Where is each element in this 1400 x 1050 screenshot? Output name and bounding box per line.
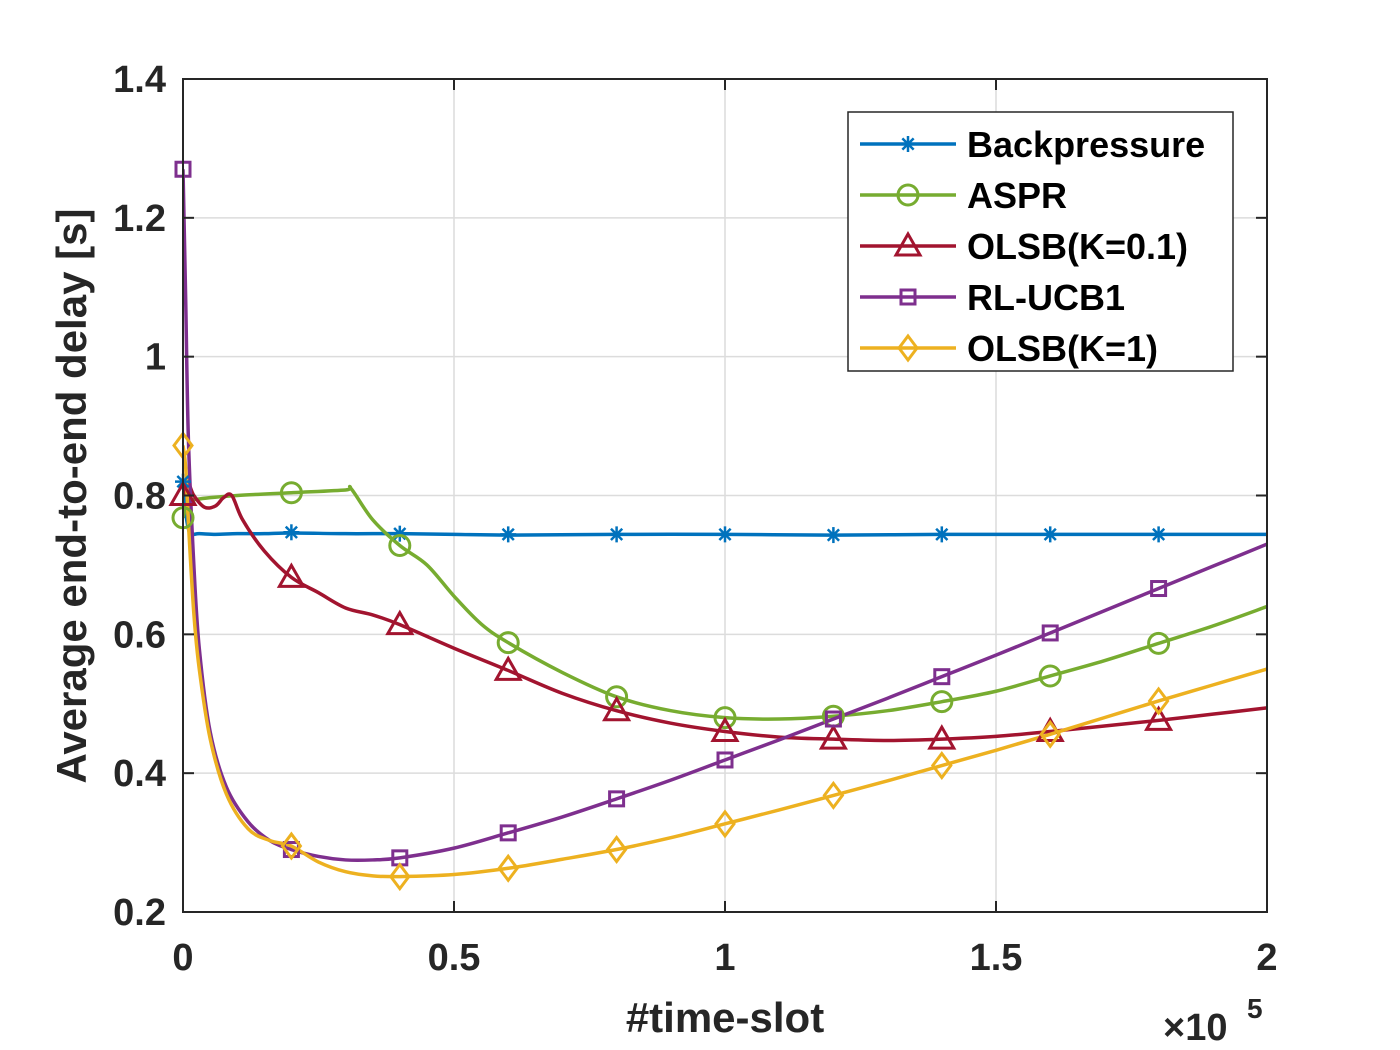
data-point-marker (279, 481, 303, 505)
x-multiplier-base: ×10 (1163, 1007, 1227, 1049)
data-point-marker (496, 631, 520, 655)
legend-label: RL-UCB1 (967, 277, 1125, 318)
data-point-marker (605, 835, 628, 865)
data-point-marker (824, 710, 842, 728)
x-tick-label: 1.5 (970, 937, 1023, 979)
series-line-4 (183, 445, 1267, 879)
y-tick-label: 0.2 (113, 892, 166, 934)
data-point-marker (714, 809, 736, 839)
data-point-marker (1150, 526, 1167, 543)
y-tick-label: 1.4 (113, 59, 166, 101)
data-point-marker (930, 751, 953, 781)
legend-label: OLSB(K=1) (967, 328, 1158, 369)
data-point-marker (391, 525, 408, 542)
data-point-marker (1150, 580, 1168, 598)
legend-marker (897, 333, 919, 363)
data-point-marker (710, 716, 740, 743)
legend: Backpressure ASPR OLSB(K=0.1) RL-UCB1 OLSB(K… (847, 111, 1234, 372)
legend-marker (893, 230, 923, 257)
data-point-marker (822, 780, 845, 810)
legend-label: Backpressure (967, 124, 1205, 165)
data-point-marker (608, 790, 626, 808)
legend-label: OLSB(K=0.1) (967, 226, 1188, 267)
data-point-marker (283, 524, 300, 541)
y-tick-labels: 0.2 0.4 0.6 0.8 1 1.2 1.4 (113, 59, 166, 934)
data-point-marker (499, 824, 517, 842)
data-point-marker (280, 831, 303, 861)
legend-marker (900, 136, 916, 152)
series-line-1 (183, 484, 1267, 721)
data-point-marker (930, 690, 954, 714)
x-tick-label: 2 (1256, 937, 1277, 979)
x-tick-label: 0.5 (428, 937, 481, 979)
data-point-marker (1147, 631, 1171, 655)
axis-ticks (182, 78, 1268, 913)
data-point-marker (1144, 705, 1174, 731)
x-multiplier: ×10 5 (1163, 993, 1263, 1049)
data-point-marker (388, 533, 412, 557)
data-point-marker (716, 751, 734, 769)
data-point-marker (1039, 719, 1062, 749)
x-axis-label: #time-slot (626, 994, 824, 1041)
data-point-marker (713, 706, 737, 730)
data-point-marker (1038, 664, 1062, 688)
data-point-marker (1041, 624, 1059, 642)
legend-marker (896, 183, 920, 207)
data-point-marker (500, 526, 517, 543)
data-point-marker (825, 527, 842, 544)
legend-marker (899, 288, 917, 306)
y-tick-label: 1 (145, 337, 166, 379)
data-point-marker (1147, 686, 1170, 716)
series-line-2 (183, 479, 1267, 743)
data-point-marker (497, 853, 520, 883)
markers-group (168, 160, 1174, 892)
y-axis-label: Average end-to-end delay [s] (48, 209, 95, 784)
data-point-marker (602, 695, 632, 722)
data-point-marker (933, 526, 950, 543)
y-tick-label: 0.4 (113, 753, 166, 795)
y-tick-label: 0.6 (113, 614, 166, 656)
x-tick-label: 1 (714, 937, 735, 979)
legend-label: ASPR (967, 175, 1067, 216)
data-point-marker (717, 526, 733, 543)
y-tick-label: 1.2 (113, 198, 166, 240)
x-tick-label: 0 (172, 937, 193, 979)
series-group (183, 169, 1267, 879)
x-multiplier-exponent: 5 (1247, 993, 1263, 1024)
data-point-marker (927, 724, 957, 750)
data-point-marker (493, 655, 523, 681)
data-point-marker (1042, 526, 1059, 543)
series-line-0 (183, 481, 1267, 537)
data-point-marker (608, 526, 625, 543)
series-line-3 (183, 169, 1267, 863)
data-point-marker (605, 685, 629, 709)
data-point-marker (933, 668, 951, 686)
x-tick-labels: 0 0.5 1 1.5 2 (172, 937, 1277, 979)
data-point-marker (385, 609, 415, 636)
data-point-marker (276, 562, 306, 588)
data-point-marker (388, 862, 411, 892)
data-point-marker (818, 724, 848, 750)
y-tick-label: 0.8 (113, 476, 166, 518)
